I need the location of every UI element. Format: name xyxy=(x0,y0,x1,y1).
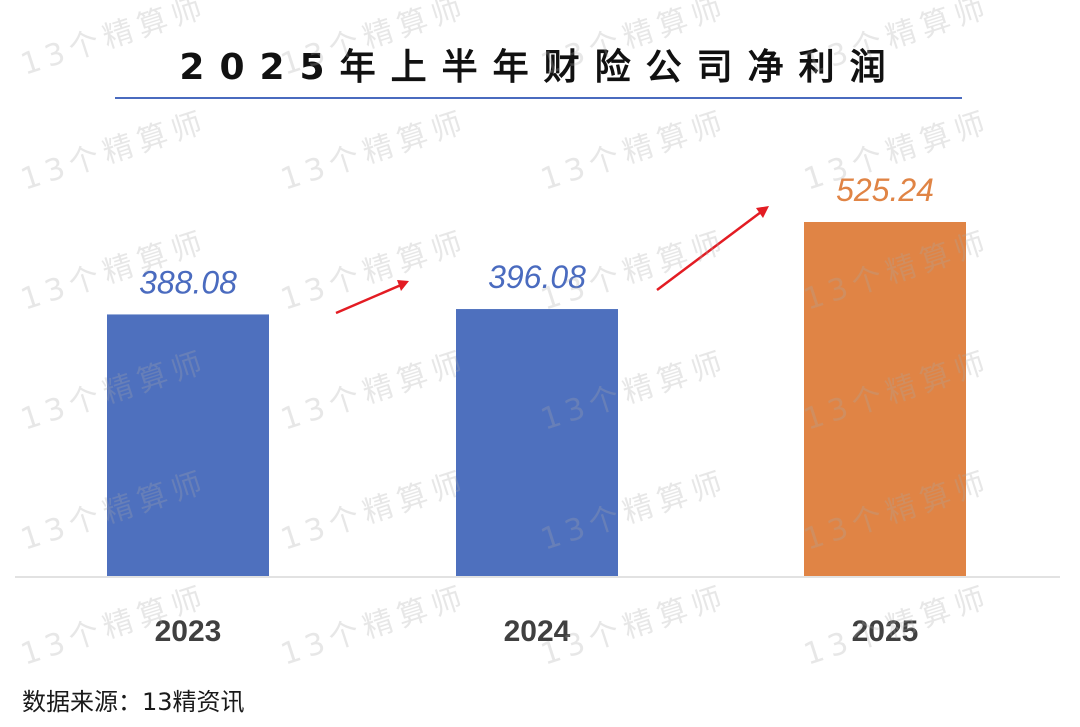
value-label-2024: 396.08 xyxy=(488,259,586,295)
bar-2023 xyxy=(107,314,269,576)
growth-arrow-1-head xyxy=(397,280,409,291)
data-source-note: 数据来源：13精资讯 xyxy=(22,688,245,716)
growth-arrow-2-head xyxy=(756,206,769,218)
bar-2024 xyxy=(456,309,618,576)
title-underline xyxy=(115,97,962,99)
value-label-2023: 388.08 xyxy=(139,264,237,300)
category-label-2023: 2023 xyxy=(155,615,222,648)
category-label-2025: 2025 xyxy=(852,615,919,648)
chart-title: 2025年上半年财险公司净利润 xyxy=(179,47,901,88)
growth-arrow-2 xyxy=(656,211,762,291)
value-label-2025: 525.24 xyxy=(836,172,934,208)
category-label-2024: 2024 xyxy=(504,615,571,648)
growth-arrow-1 xyxy=(335,283,402,315)
bar-2025 xyxy=(804,222,966,576)
